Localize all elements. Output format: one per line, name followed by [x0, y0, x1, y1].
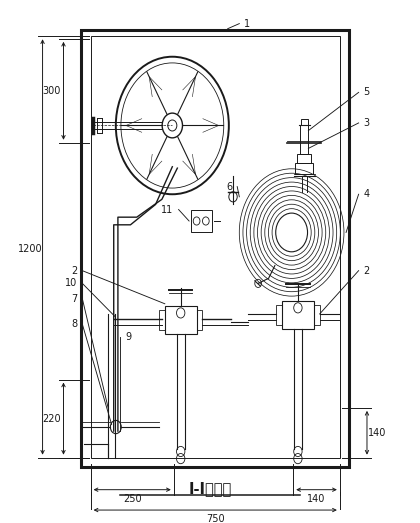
- Text: 750: 750: [206, 514, 225, 523]
- Bar: [314, 305, 320, 325]
- Text: 250: 250: [123, 494, 142, 504]
- Text: 9: 9: [125, 332, 131, 342]
- Bar: [282, 301, 314, 329]
- Bar: [159, 310, 165, 330]
- Bar: [297, 154, 311, 163]
- Text: I-I剖面图: I-I剖面图: [189, 481, 231, 496]
- Bar: [165, 306, 197, 334]
- Text: 11: 11: [161, 204, 173, 214]
- Text: 5: 5: [364, 87, 370, 97]
- Text: 140: 140: [368, 428, 387, 438]
- Bar: [300, 126, 308, 154]
- Text: 1: 1: [244, 19, 250, 29]
- Text: 1200: 1200: [18, 244, 42, 254]
- Text: 6: 6: [226, 181, 232, 191]
- Bar: [295, 163, 313, 174]
- Text: 2: 2: [71, 266, 77, 276]
- Bar: [91, 37, 340, 458]
- Text: 2: 2: [364, 266, 370, 276]
- Text: 140: 140: [307, 494, 326, 504]
- Text: 4: 4: [364, 189, 370, 199]
- Text: 3: 3: [364, 118, 370, 128]
- Bar: [197, 310, 202, 330]
- Text: 300: 300: [42, 86, 61, 96]
- Bar: [191, 210, 212, 232]
- Text: 8: 8: [71, 319, 77, 329]
- Bar: [301, 119, 307, 126]
- Bar: [81, 30, 349, 467]
- Text: 10: 10: [65, 278, 77, 288]
- Text: 220: 220: [42, 414, 61, 424]
- Bar: [276, 305, 282, 325]
- Text: 7: 7: [71, 294, 77, 304]
